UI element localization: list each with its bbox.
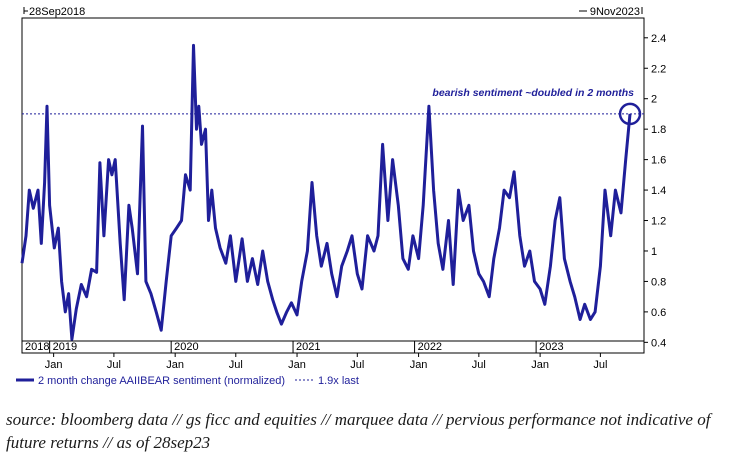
- y-tick-label: 2.2: [651, 63, 666, 75]
- y-tick-label: 1.6: [651, 155, 666, 167]
- y-tick-label: 1.8: [651, 124, 666, 136]
- x-month-label: Jul: [472, 359, 486, 371]
- annotation-circle: [618, 102, 642, 126]
- y-tick-label: 1.4: [651, 185, 666, 197]
- x-year-label: 2022: [418, 341, 442, 353]
- x-month-label: Jul: [229, 359, 243, 371]
- y-tick-label: 1.2: [651, 216, 666, 228]
- x-month-label: Jan: [45, 359, 63, 371]
- x-year-label: 2018: [25, 341, 49, 353]
- x-month-label: Jan: [410, 359, 428, 371]
- legend-series-label: 2 month change AAIIBEAR sentiment (norma…: [38, 375, 285, 387]
- y-tick-label: 2.4: [651, 33, 666, 45]
- legend-reference-label: 1.9x last: [318, 375, 359, 387]
- y-tick-label: 2: [651, 94, 657, 106]
- series-line-aaiibear: [20, 43, 632, 341]
- x-year-label: 2019: [53, 341, 77, 353]
- x-month-label: Jan: [166, 359, 184, 371]
- x-axis: 2018 2019 2020 2021 2022 2023 Jan Jul Jan Jul Jan J…: [22, 340, 644, 371]
- x-month-label: Jul: [350, 359, 364, 371]
- source-caption: source: bloomberg data // gs ficc and eq…: [6, 410, 711, 452]
- y-tick-label: 0.6: [651, 307, 666, 319]
- y-tick-label: 0.4: [651, 337, 666, 349]
- range-start-label: 28Sep2018: [29, 6, 85, 18]
- x-year-label: 2020: [174, 341, 198, 353]
- x-year-label: 2023: [539, 341, 563, 353]
- x-month-label: Jul: [593, 359, 607, 371]
- y-tick-label: 0.8: [651, 276, 666, 288]
- x-year-label: 2021: [296, 341, 320, 353]
- y-axis: 0.4 0.6 0.8 1 1.2 1.4 1.6 1.8 2 2.2 2.4: [644, 33, 666, 349]
- x-month-label: Jan: [288, 359, 306, 371]
- annotation-text: bearish sentiment ~doubled in 2 months: [432, 87, 634, 99]
- range-end-label: 9Nov2023: [590, 6, 640, 18]
- x-month-label: Jan: [531, 359, 549, 371]
- legend: 2 month change AAIIBEAR sentiment (norma…: [16, 375, 359, 387]
- x-month-label: Jul: [107, 359, 121, 371]
- plot-frame: [21, 17, 645, 354]
- y-tick-label: 1: [651, 246, 657, 258]
